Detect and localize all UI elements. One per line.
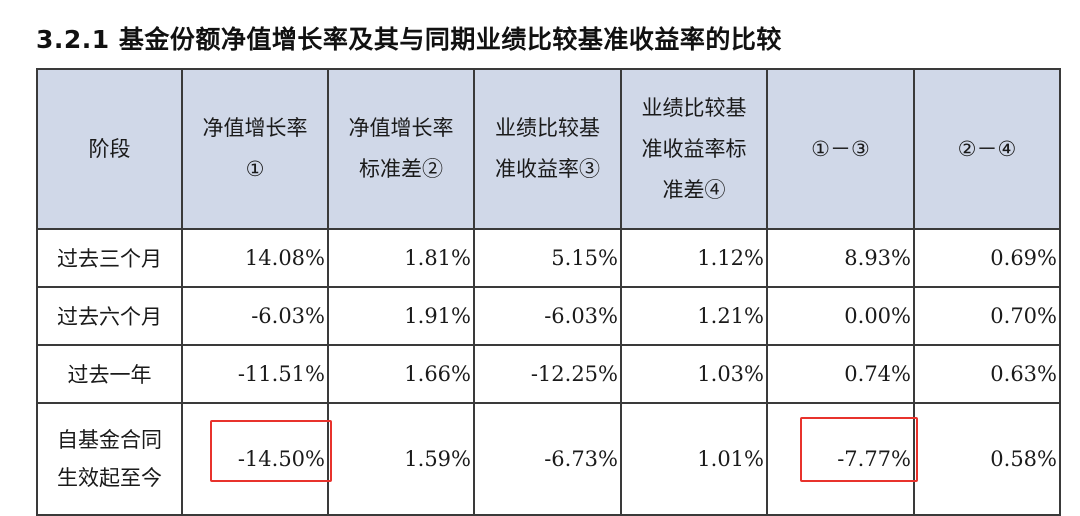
value-cell: 1.01% (620, 402, 768, 516)
value-cell: 0.70% (913, 286, 1061, 346)
header-benchmark-std: 业绩比较基 准收益率标 准差④ (620, 68, 768, 230)
highlight-box-diff-1-3 (800, 417, 918, 482)
header-stage: 阶段 (36, 68, 183, 230)
value-cell: -11.51% (181, 344, 329, 404)
value-cell: 0.63% (913, 344, 1061, 404)
header-row: 阶段 净值增长率 ① 净值增长率 标准差② 业绩比较基 准收益率③ 业绩比较基 准收益率… (36, 68, 1061, 230)
table-row: 过去三个月 14.08% 1.81% 5.15% 1.12% 8.93% 0.6… (36, 228, 1061, 288)
stage-cell: 过去一年 (36, 344, 183, 404)
value-cell: 8.93% (766, 228, 915, 288)
header-diff-1-3: ①－③ (766, 68, 915, 230)
highlight-box-nav-growth (210, 420, 332, 482)
value-cell: 0.74% (766, 344, 915, 404)
stage-cell: 自基金合同 生效起至今 (36, 402, 183, 516)
value-cell: -6.73% (473, 402, 622, 516)
value-cell: 1.21% (620, 286, 768, 346)
table-row: 过去一年 -11.51% 1.66% -12.25% 1.03% 0.74% 0… (36, 344, 1061, 404)
value-cell: 1.12% (620, 228, 768, 288)
header-benchmark-return: 业绩比较基 准收益率③ (473, 68, 622, 230)
section-title: 3.2.1 基金份额净值增长率及其与同期业绩比较基准收益率的比较 (36, 25, 782, 54)
value-cell: 1.66% (327, 344, 475, 404)
value-cell: 5.15% (473, 228, 622, 288)
value-cell: -7.77% (766, 402, 915, 516)
value-cell: 1.03% (620, 344, 768, 404)
value-cell: 0.00% (766, 286, 915, 346)
value-cell: -12.25% (473, 344, 622, 404)
stage-cell: 过去三个月 (36, 228, 183, 288)
value-cell: 14.08% (181, 228, 329, 288)
value-cell: 0.69% (913, 228, 1061, 288)
header-nav-std: 净值增长率 标准差② (327, 68, 475, 230)
value-cell: 0.58% (913, 402, 1061, 516)
table-row: 过去六个月 -6.03% 1.91% -6.03% 1.21% 0.00% 0.… (36, 286, 1061, 346)
value-cell: 1.59% (327, 402, 475, 516)
stage-cell: 过去六个月 (36, 286, 183, 346)
header-diff-2-4: ②－④ (913, 68, 1061, 230)
value-cell: 1.91% (327, 286, 475, 346)
value-cell: -6.03% (473, 286, 622, 346)
value-cell: 1.81% (327, 228, 475, 288)
performance-table: 阶段 净值增长率 ① 净值增长率 标准差② 业绩比较基 准收益率③ 业绩比较基 准收益率… (36, 68, 1061, 516)
value-cell: -6.03% (181, 286, 329, 346)
header-nav-growth: 净值增长率 ① (181, 68, 329, 230)
